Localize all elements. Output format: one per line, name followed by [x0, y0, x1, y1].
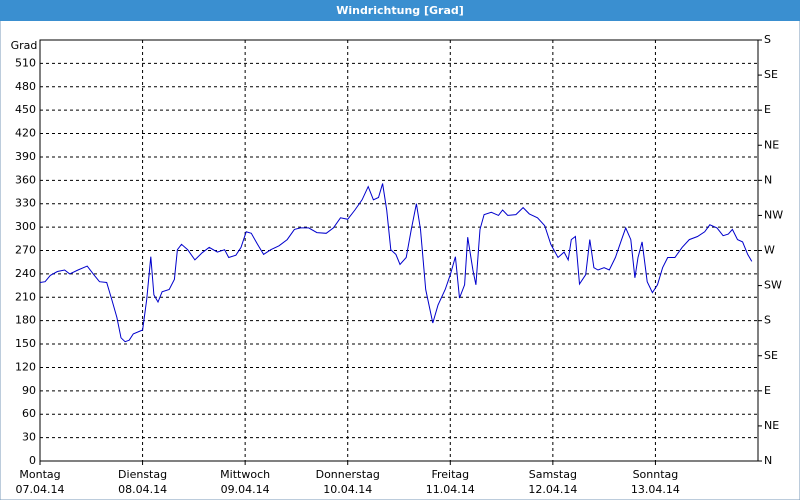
- y-tick-label: 90: [22, 384, 36, 397]
- y2-tick-label: E: [764, 103, 771, 116]
- y-tick-label: 30: [22, 431, 36, 444]
- y2-tick-label: N: [764, 173, 772, 186]
- y-tick-label: 360: [15, 173, 36, 186]
- y2-tick-label: NE: [764, 419, 779, 432]
- x-tick-date: 09.04.14: [221, 483, 270, 496]
- y-tick-label: 60: [22, 407, 36, 420]
- y2-tick-label: E: [764, 384, 771, 397]
- y2-tick-label: SW: [764, 279, 782, 292]
- y2-tick-label: SE: [764, 349, 778, 362]
- title-bar: [0, 0, 800, 21]
- x-tick-date: 11.04.14: [426, 483, 475, 496]
- x-tick-date: 13.04.14: [631, 483, 680, 496]
- chart-title: Windrichtung [Grad]: [336, 4, 464, 17]
- y-tick-label: 300: [15, 220, 36, 233]
- y-tick-label: 150: [15, 337, 36, 350]
- x-tick-label: Dienstag: [118, 468, 167, 481]
- y-tick-label: 510: [15, 56, 36, 69]
- y2-tick-label: NE: [764, 138, 779, 151]
- x-tick-label: Montag: [19, 468, 60, 481]
- x-tick-label: Samstag: [529, 468, 577, 481]
- x-tick-label: Donnerstag: [316, 468, 380, 481]
- y-tick-label: 240: [15, 267, 36, 280]
- y2-tick-label: S: [764, 314, 771, 327]
- y-tick-label: 180: [15, 314, 36, 327]
- data-line: [39, 183, 753, 343]
- x-tick-date: 07.04.14: [16, 483, 65, 496]
- y2-tick-label: S: [764, 33, 771, 46]
- x-tick-label: Mittwoch: [220, 468, 270, 481]
- y-tick-label: 450: [15, 103, 36, 116]
- x-tick-date: 12.04.14: [528, 483, 577, 496]
- x-tick-date: 08.04.14: [118, 483, 167, 496]
- y-tick-label: 0: [29, 454, 36, 467]
- y-tick-label: 390: [15, 150, 36, 163]
- y2-tick-label: NW: [764, 208, 783, 221]
- x-tick-date: 10.04.14: [323, 483, 372, 496]
- y-axis-label: Grad: [11, 39, 38, 52]
- y-tick-label: 480: [15, 80, 36, 93]
- x-tick-label: Freitag: [431, 468, 469, 481]
- y2-tick-label: SE: [764, 68, 778, 81]
- y-tick-label: 270: [15, 244, 36, 257]
- y-tick-label: 420: [15, 127, 36, 140]
- x-tick-label: Sonntag: [633, 468, 679, 481]
- y-tick-label: 120: [15, 360, 36, 373]
- y-tick-label: 330: [15, 197, 36, 210]
- y2-tick-label: W: [764, 244, 775, 257]
- y2-tick-label: N: [764, 454, 772, 467]
- y-tick-label: 210: [15, 290, 36, 303]
